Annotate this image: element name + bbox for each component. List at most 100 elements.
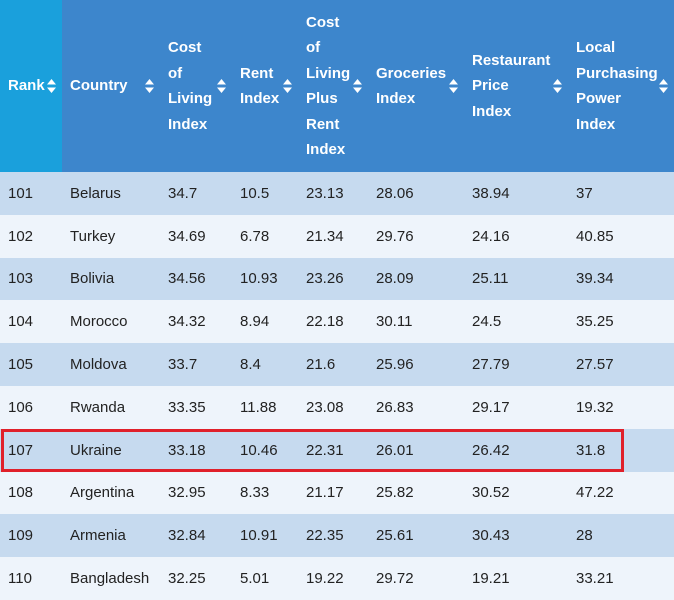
sort-icon: [145, 79, 154, 93]
table-cell: 19.22: [298, 557, 368, 600]
table-row: 107 Ukraine 33.18 10.46 22.31 26.01 26.42 31.8: [0, 428, 674, 472]
table-row: 105 Moldova 33.7 8.4 21.6 25.96 27.79 27.57: [0, 343, 674, 386]
column-header[interactable]: Cost of Living Index: [160, 0, 232, 172]
table-cell: 21.34: [298, 214, 368, 258]
table-row: 103 Bolivia 34.56 10.93 23.26 28.09 25.11 39.34: [0, 257, 674, 301]
table-cell: 106: [0, 385, 62, 429]
table-cell: 10.93: [232, 257, 298, 301]
table-cell: 32.95: [160, 471, 232, 515]
table-cell: Belarus: [62, 172, 160, 215]
table-cell: 8.33: [232, 471, 298, 515]
table-cell: 33.7: [160, 343, 232, 386]
table-cell: 101: [0, 172, 62, 215]
table-cell: 22.31: [298, 428, 368, 472]
sort-icon: [283, 79, 292, 93]
sort-icon: [659, 79, 668, 93]
column-header[interactable]: Restaurant Price Index: [464, 0, 568, 172]
table-cell: 34.32: [160, 300, 232, 344]
table-cell: 105: [0, 343, 62, 386]
table-cell: 22.35: [298, 514, 368, 558]
column-header[interactable]: Local Purchasing Power Index: [568, 0, 674, 172]
table-cell: 19.32: [568, 385, 674, 429]
table-cell: 34.56: [160, 257, 232, 301]
table-cell: 34.7: [160, 172, 232, 215]
header-label: Restaurant Price Index: [472, 51, 551, 120]
column-header[interactable]: Groceries Index: [368, 0, 464, 172]
table-cell: 47.22: [568, 471, 674, 515]
sort-icon: [217, 79, 226, 93]
table-cell: Bangladesh: [62, 557, 160, 600]
sort-icon: [353, 79, 362, 93]
table-cell: 39.34: [568, 257, 674, 301]
table-cell: 27.79: [464, 343, 568, 386]
table-cell: Moldova: [62, 343, 160, 386]
table-cell: 40.85: [568, 214, 674, 258]
table-cell: 108: [0, 471, 62, 515]
column-header[interactable]: Rent Index: [232, 0, 298, 172]
table-cell: 109: [0, 514, 62, 558]
table-cell: 19.21: [464, 557, 568, 600]
table-cell: 23.08: [298, 385, 368, 429]
table-cell: 25.96: [368, 343, 464, 386]
sort-icon: [449, 79, 458, 93]
table-cell: 25.11: [464, 257, 568, 301]
table-cell: 29.76: [368, 214, 464, 258]
table-body: 101 Belarus 34.7 10.5 23.13 28.06 38.94 37 102 Tu…: [0, 172, 674, 600]
table-cell: 29.17: [464, 385, 568, 429]
table-cell: 30.43: [464, 514, 568, 558]
table-cell: 23.13: [298, 172, 368, 215]
table-cell: Ukraine: [62, 428, 160, 472]
sort-icon: [553, 79, 562, 93]
table-cell: Turkey: [62, 214, 160, 258]
table-cell: 26.83: [368, 385, 464, 429]
table-cell: 8.94: [232, 300, 298, 344]
table-cell: 32.84: [160, 514, 232, 558]
table-cell: 34.69: [160, 214, 232, 258]
table-cell: 110: [0, 557, 62, 600]
table-cell: 5.01: [232, 557, 298, 600]
table-cell: 30.11: [368, 300, 464, 344]
header-label: Cost of Living Index: [168, 39, 213, 133]
header-label: Rank: [8, 77, 45, 95]
table-cell: 10.5: [232, 172, 298, 215]
header-label: Cost of Living Plus Rent Index: [306, 13, 351, 159]
table-cell: 23.26: [298, 257, 368, 301]
table-cell: 28: [568, 514, 674, 558]
table-cell: 22.18: [298, 300, 368, 344]
table-cell: 107: [0, 428, 62, 472]
table-row: 108 Argentina 32.95 8.33 21.17 25.82 30.52 47.2…: [0, 471, 674, 515]
table-cell: 104: [0, 300, 62, 344]
table-cell: Argentina: [62, 471, 160, 515]
header-label: Country: [70, 77, 128, 95]
table-cell: 33.18: [160, 428, 232, 472]
table-cell: 30.52: [464, 471, 568, 515]
column-header[interactable]: Rank: [0, 0, 62, 172]
table-cell: 28.09: [368, 257, 464, 301]
table-cell: Rwanda: [62, 385, 160, 429]
header-label: Local Purchasing Power Index: [576, 39, 658, 133]
table-cell: 21.17: [298, 471, 368, 515]
header-label: Groceries Index: [376, 64, 447, 108]
table-cell: 24.5: [464, 300, 568, 344]
header-label: Rent Index: [240, 64, 280, 108]
table-cell: 8.4: [232, 343, 298, 386]
table-row: 110 Bangladesh 32.25 5.01 19.22 29.72 19.21 33.…: [0, 557, 674, 600]
table-cell: 11.88: [232, 385, 298, 429]
table-cell: 24.16: [464, 214, 568, 258]
table-cell: 37: [568, 172, 674, 215]
table-cell: 32.25: [160, 557, 232, 600]
header-row: Rank Country Cost of Living Index Rent Inde…: [0, 0, 674, 172]
table-cell: 26.42: [464, 428, 568, 472]
table-row: 106 Rwanda 33.35 11.88 23.08 26.83 29.17 19.32: [0, 385, 674, 429]
column-header[interactable]: Country: [62, 0, 160, 172]
table-cell: 21.6: [298, 343, 368, 386]
column-header[interactable]: Cost of Living Plus Rent Index: [298, 0, 368, 172]
table-cell: 10.91: [232, 514, 298, 558]
table-cell: 33.21: [568, 557, 674, 600]
table-cell: 10.46: [232, 428, 298, 472]
table-cell: 6.78: [232, 214, 298, 258]
table-cell: 28.06: [368, 172, 464, 215]
table-cell: 31.8: [568, 428, 674, 472]
